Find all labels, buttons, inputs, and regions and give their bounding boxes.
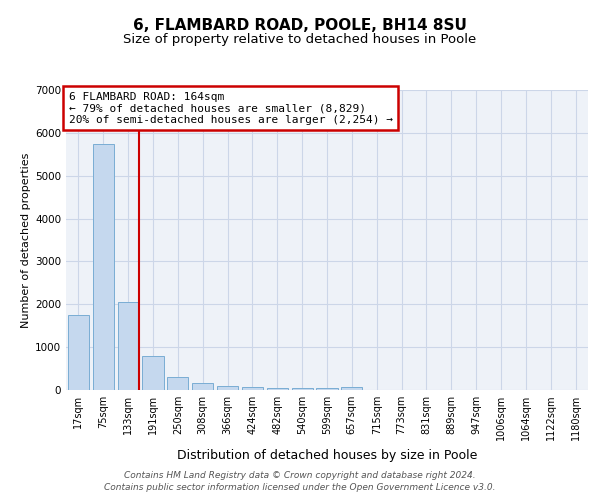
Text: 6, FLAMBARD ROAD, POOLE, BH14 8SU: 6, FLAMBARD ROAD, POOLE, BH14 8SU	[133, 18, 467, 32]
Bar	[93, 144, 114, 390]
Bar	[118, 302, 139, 390]
Y-axis label: Number of detached properties: Number of detached properties	[21, 152, 31, 328]
Bar	[341, 387, 362, 390]
Bar	[316, 388, 338, 390]
Text: 6 FLAMBARD ROAD: 164sqm
← 79% of detached houses are smaller (8,829)
20% of semi: 6 FLAMBARD ROAD: 164sqm ← 79% of detache…	[68, 92, 392, 124]
Bar	[68, 314, 89, 390]
Bar	[142, 356, 164, 390]
X-axis label: Distribution of detached houses by size in Poole: Distribution of detached houses by size …	[177, 448, 477, 462]
Bar	[217, 386, 238, 390]
Text: Contains HM Land Registry data © Crown copyright and database right 2024.
Contai: Contains HM Land Registry data © Crown c…	[104, 471, 496, 492]
Text: Size of property relative to detached houses in Poole: Size of property relative to detached ho…	[124, 32, 476, 46]
Bar	[242, 387, 263, 390]
Bar	[167, 377, 188, 390]
Bar	[192, 382, 213, 390]
Bar	[267, 388, 288, 390]
Bar	[292, 388, 313, 390]
